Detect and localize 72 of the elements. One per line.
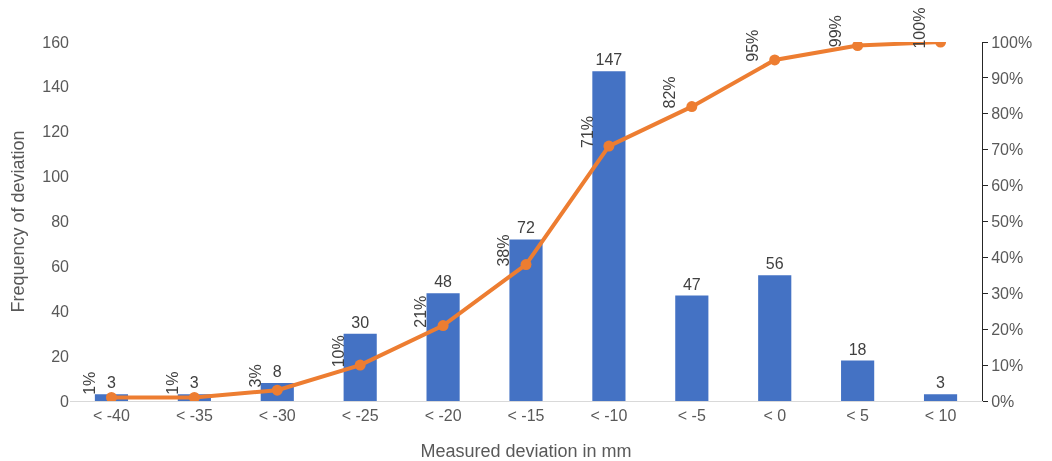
- data-label: 38%: [495, 234, 513, 267]
- point: [105, 391, 117, 401]
- y-tick-label: 100: [42, 168, 70, 186]
- point: [188, 391, 200, 401]
- y-tick-label: 80: [51, 213, 70, 231]
- point: [852, 42, 864, 52]
- x-tick-label: < -35: [175, 407, 213, 425]
- y2-tick-label: 80%: [991, 105, 1024, 123]
- data-label: 99%: [827, 15, 845, 48]
- data-label: 100%: [910, 7, 928, 49]
- point: [603, 140, 615, 152]
- y-tick-label: 120: [42, 123, 70, 141]
- x-tick-label: < -15: [507, 407, 545, 425]
- data-label: 30: [351, 313, 370, 331]
- y-tick-label: 40: [51, 302, 70, 320]
- point: [686, 101, 698, 113]
- y-axis-title: Frequency of deviation: [8, 130, 28, 313]
- data-label: 18: [848, 340, 867, 358]
- y2-tick-label: 50%: [991, 213, 1024, 231]
- bar: [343, 333, 377, 401]
- point: [354, 359, 366, 371]
- data-label: 71%: [578, 115, 596, 149]
- data-label: 3%: [247, 364, 265, 388]
- y-tick-label: 0: [60, 392, 70, 410]
- y2-tick-label: 0%: [991, 392, 1015, 410]
- bar: [675, 295, 709, 401]
- data-label: 72: [517, 219, 535, 237]
- bar: [592, 71, 626, 401]
- y2-tick-label: 70%: [991, 141, 1024, 159]
- data-label: 56: [765, 255, 784, 273]
- y-tick-label: 160: [42, 33, 70, 51]
- bar: [426, 293, 460, 401]
- x-axis-title: Measured deviation in mm: [420, 441, 632, 461]
- data-label: 82%: [661, 76, 679, 109]
- point: [437, 320, 449, 332]
- y2-tick-label: 40%: [991, 249, 1024, 266]
- data-label: 3: [106, 374, 116, 392]
- bar: [841, 360, 875, 401]
- data-label: 21%: [412, 295, 430, 328]
- x-tick-label: < -5: [677, 407, 706, 425]
- x-tick-label: < 0: [763, 407, 787, 425]
- data-label: 10%: [330, 335, 348, 368]
- bar: [509, 239, 543, 401]
- y-tick-label: 20: [51, 347, 70, 365]
- y2-tick-label: 10%: [991, 356, 1024, 374]
- x-tick-label: < 5: [846, 407, 870, 425]
- y2-tick-label: 90%: [991, 69, 1024, 87]
- data-label: 47: [682, 275, 701, 293]
- y-tick-label: 140: [42, 78, 70, 96]
- point: [769, 54, 781, 66]
- bar: [923, 394, 958, 401]
- x-tick-label: < -30: [258, 407, 296, 425]
- data-label: 3: [936, 374, 946, 392]
- x-tick-label: < 10: [924, 407, 957, 425]
- data-label: 1%: [81, 371, 99, 395]
- x-tick-label: < -20: [424, 407, 462, 425]
- y2-tick-label: 20%: [991, 320, 1024, 338]
- y2-tick-label: 30%: [991, 284, 1024, 302]
- data-label: 147: [595, 51, 623, 69]
- y2-tick-label: 60%: [991, 177, 1024, 195]
- data-label: 95%: [743, 29, 761, 62]
- bar: [758, 275, 792, 401]
- data-label: 8: [272, 363, 282, 381]
- x-tick-label: < -25: [341, 407, 379, 425]
- y-tick-label: 60: [51, 257, 70, 275]
- data-label: 1%: [163, 371, 181, 395]
- x-tick-label: < -10: [590, 407, 628, 425]
- data-label: 3: [189, 374, 199, 392]
- point: [520, 259, 532, 271]
- x-tick-label: < -40: [92, 407, 130, 425]
- data-label: 48: [434, 273, 453, 291]
- y2-tick-label: 100%: [991, 33, 1033, 51]
